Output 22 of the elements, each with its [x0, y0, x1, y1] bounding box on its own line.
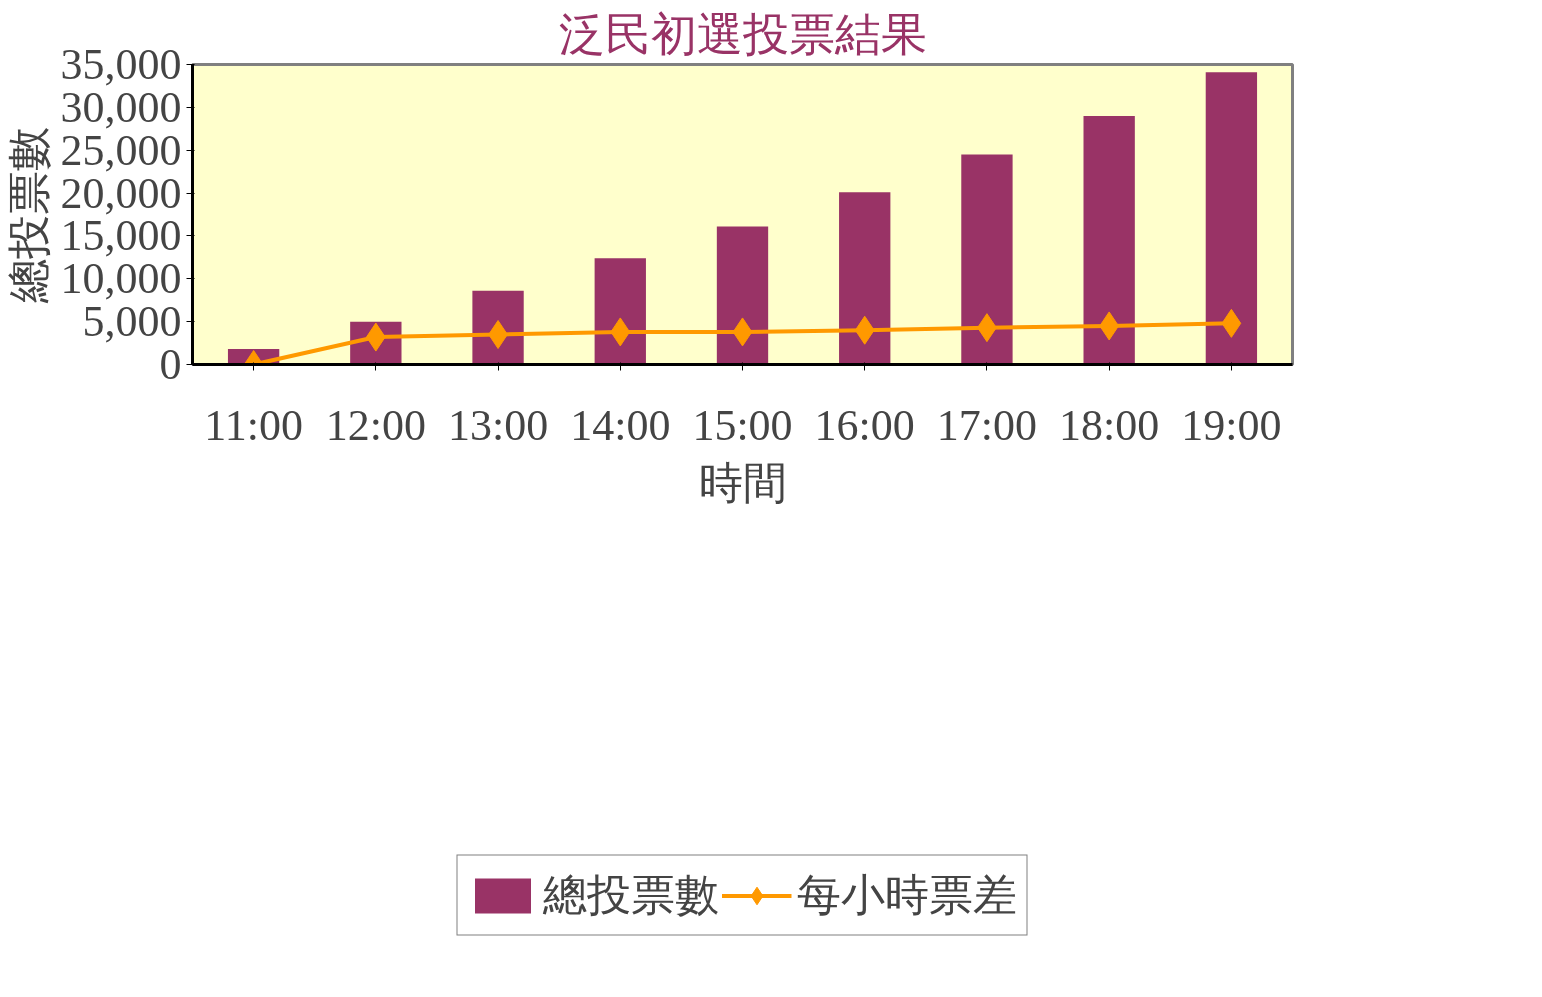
- x-tick-label: 19:00: [1181, 400, 1282, 450]
- y-tick-label: 0: [159, 340, 182, 389]
- y-tick-label: 35,000: [60, 40, 182, 89]
- x-tick-label: 16:00: [814, 400, 915, 450]
- y-axis-title: 總投票數: [3, 126, 53, 304]
- legend-label: 每小時票差: [796, 868, 1017, 921]
- bar: [1083, 115, 1135, 365]
- bar: [716, 226, 769, 365]
- x-tick-label: 12:00: [325, 400, 426, 450]
- bar: [594, 258, 646, 365]
- bar: [1205, 72, 1258, 365]
- x-tick-label: 13:00: [447, 400, 549, 450]
- x-tick-label: 14:00: [570, 400, 671, 450]
- bar: [961, 154, 1013, 365]
- x-tick-label: 18:00: [1059, 400, 1160, 450]
- x-axis-title: 時間: [698, 457, 787, 507]
- x-tick-label: 15:00: [692, 400, 793, 450]
- x-tick-label: 17:00: [936, 400, 1038, 450]
- x-tick-label: 11:00: [204, 400, 303, 450]
- chart-title: 泛民初選投票結果: [558, 7, 927, 60]
- bar: [839, 192, 891, 365]
- legend-label: 總投票數: [542, 868, 719, 921]
